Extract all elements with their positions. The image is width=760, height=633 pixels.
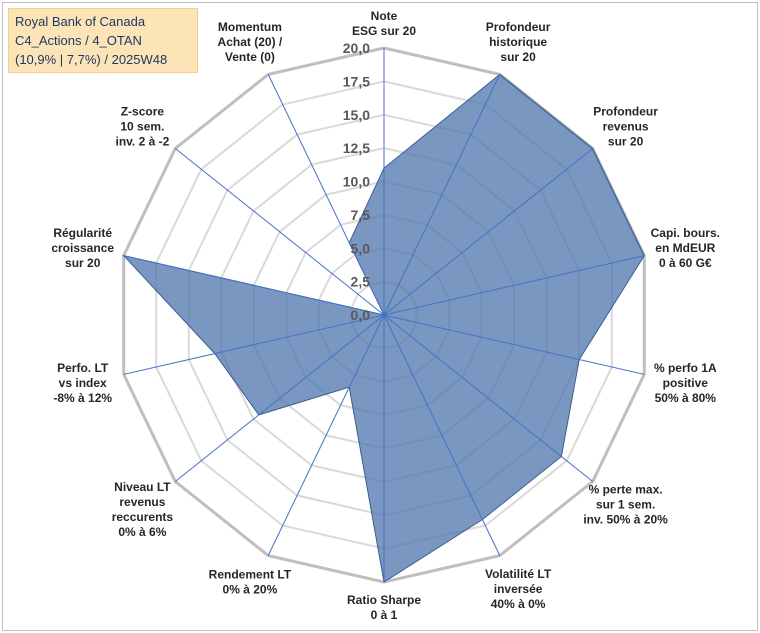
category-label: Momentum Achat (20) / Vente (0) — [218, 20, 283, 64]
axis-spoke — [383, 314, 645, 375]
axis-spoke — [383, 74, 501, 316]
category-label: % perfo 1A positive 50% à 80% — [654, 361, 717, 405]
axis-spoke — [383, 255, 645, 316]
axis-spokes — [123, 48, 645, 582]
axis-spoke — [123, 255, 385, 316]
axis-spoke — [123, 314, 385, 375]
tick-label: 20,0 — [343, 40, 370, 56]
axis-spoke — [267, 314, 385, 556]
category-label: Perfo. LT vs index -8% à 12% — [53, 361, 112, 405]
category-label: Rendement LT 0% à 20% — [209, 568, 292, 597]
tick-label: 0,0 — [351, 307, 371, 323]
category-label: Z-score 10 sem. inv. 2 à -2 — [115, 104, 169, 148]
category-label: % perte max. sur 1 sem. inv. 50% à 20% — [583, 483, 668, 527]
axis-spoke — [267, 74, 385, 316]
tick-label: 15,0 — [343, 107, 370, 123]
axis-spoke — [174, 314, 385, 482]
category-label: Capi. bours. en MdEUR 0 à 60 G€ — [651, 226, 720, 270]
tick-label: 10,0 — [343, 174, 370, 190]
axis-spoke — [383, 148, 594, 316]
title-line: C4_Actions / 4_OTAN — [15, 33, 142, 48]
axis-spoke — [383, 314, 501, 556]
category-label: Niveau LT revenus reccurents 0% à 6% — [112, 480, 174, 539]
title-line: (10,9% | 7,7%) / 2025W48 — [15, 52, 168, 67]
category-label: Ratio Sharpe 0 à 1 — [347, 593, 421, 622]
category-label: Régularité croissance sur 20 — [51, 226, 114, 270]
tick-label: 12,5 — [343, 140, 370, 156]
tick-label: 5,0 — [351, 240, 371, 256]
tick-labels: 0,0 2,5 5,0 7,5 10,0 12,5 15,0 17,5 20,0 — [343, 40, 370, 323]
title-line: Royal Bank of Canada — [15, 14, 146, 29]
tick-label: 7,5 — [351, 207, 371, 223]
chart-title: Royal Bank of Canada C4_Actions / 4_OTAN… — [8, 8, 198, 73]
tick-label: 2,5 — [351, 274, 371, 290]
tick-label: 17,5 — [343, 73, 370, 89]
axis-spoke — [383, 314, 594, 482]
category-label: Volatilité LT inversée 40% à 0% — [485, 567, 552, 611]
category-label: Profondeur historique sur 20 — [486, 20, 551, 64]
category-label: Note ESG sur 20 — [352, 9, 416, 38]
axis-spoke — [174, 148, 385, 316]
category-labels: Note ESG sur 20 Profondeur historique sur 20… — [51, 9, 720, 622]
category-label: Profondeur revenus sur 20 — [593, 104, 658, 148]
